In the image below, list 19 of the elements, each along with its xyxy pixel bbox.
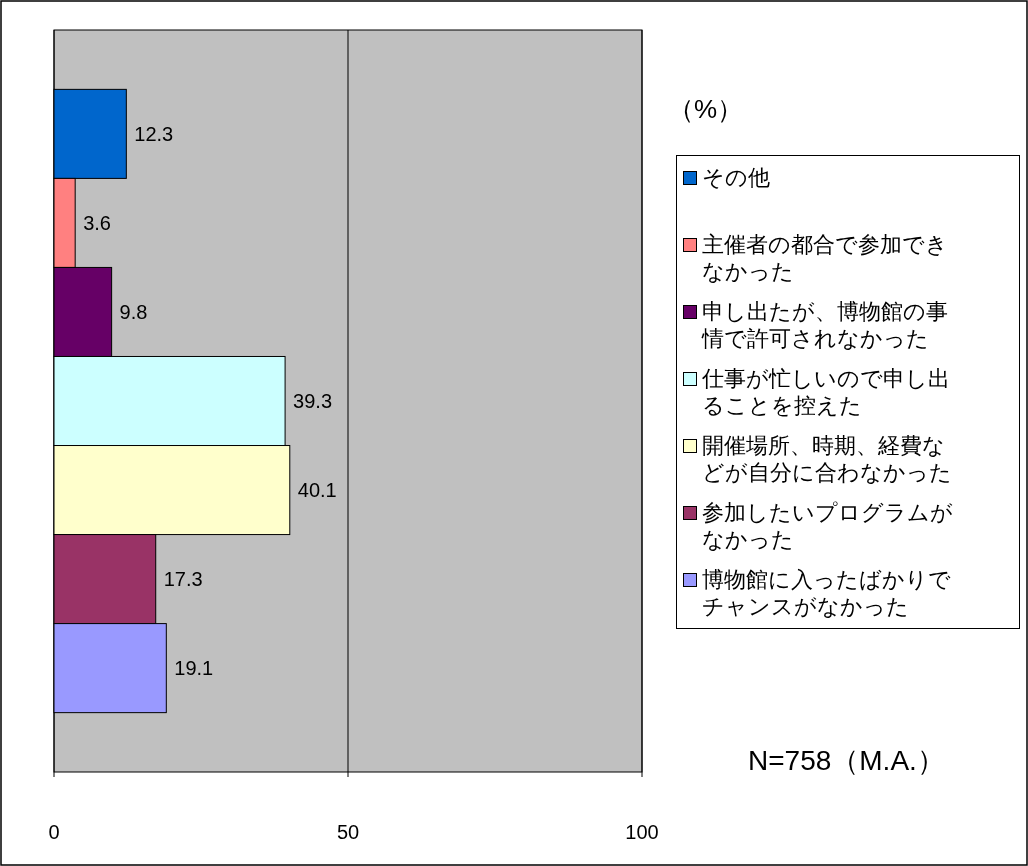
data-label: 3.6 bbox=[83, 211, 111, 234]
x-tick-label: 0 bbox=[48, 821, 60, 843]
text: （%） bbox=[668, 93, 744, 126]
data-label: 19.1 bbox=[174, 657, 214, 680]
legend-label: その他 bbox=[702, 164, 771, 191]
data-label: 17.3 bbox=[163, 568, 203, 591]
legend-label: 主催者の都合で参加できなかった bbox=[702, 231, 949, 285]
x-tick-label: 50 bbox=[336, 821, 360, 843]
data-label: 12.3 bbox=[134, 122, 174, 145]
legend-label: 開催場所、時期、経費などが自分に合わなかった bbox=[702, 432, 953, 486]
text: N=758（M.A.） bbox=[748, 744, 945, 778]
data-label: 40.1 bbox=[297, 479, 337, 502]
legend-label: 申し出たが、博物館の事情で許可されなかった bbox=[702, 298, 949, 352]
legend-label: 博物館に入ったばかりでチャンスがなかった bbox=[702, 566, 952, 620]
data-label: 39.3 bbox=[293, 390, 333, 412]
legend-label: 仕事が忙しいので申し出ることを控えた bbox=[702, 365, 951, 419]
legend-label: 参加したいプログラムがなかった bbox=[702, 499, 954, 553]
data-label: 9.8 bbox=[119, 300, 148, 323]
x-tick-label: 100 bbox=[625, 821, 659, 843]
